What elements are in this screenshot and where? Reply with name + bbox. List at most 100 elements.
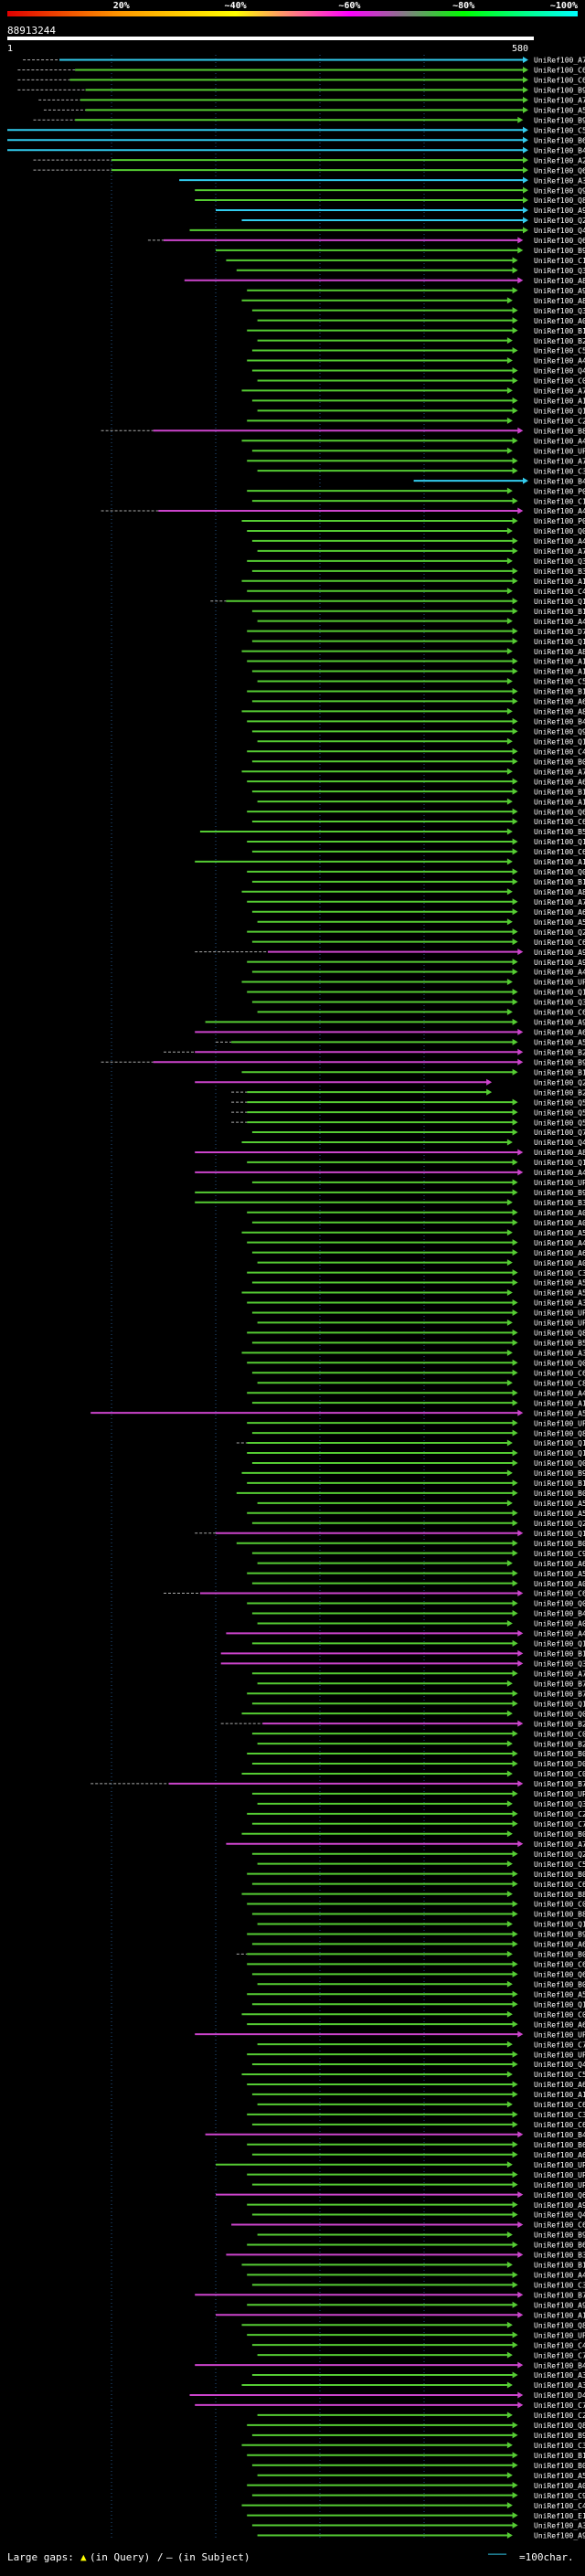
hit-label[interactable]: UniRef100_C0B4Q1: [534, 2010, 585, 2019]
hit-label[interactable]: UniRef100_B0R870: [534, 1951, 585, 1959]
hit-row[interactable]: UniRef100_C6TQB5: [17, 77, 585, 85]
hit-label[interactable]: UniRef100_A5XTT0: [534, 1289, 585, 1298]
hit-label[interactable]: UniRef100_UP1000...: [534, 2030, 585, 2039]
hit-row[interactable]: UniRef100_UP1000...: [257, 1320, 585, 1328]
hit-label[interactable]: UniRef100_B8H271: [534, 427, 585, 435]
hit-label[interactable]: UniRef100_C2X501: [534, 1810, 585, 1818]
hit-label[interactable]: UniRef100_Q1MR98: [534, 989, 585, 997]
hit-label[interactable]: UniRef100_B1KKT0: [534, 608, 585, 616]
hit-label[interactable]: UniRef100_C7HV8G: [534, 2041, 585, 2049]
hit-row[interactable]: UniRef100_B2ST02: [220, 1720, 585, 1728]
hit-row[interactable]: UniRef100_A7MQM0: [247, 457, 585, 465]
hit-label[interactable]: UniRef100_A1S513: [534, 668, 585, 676]
hit-row[interactable]: UniRef100_C5XGW5: [7, 126, 585, 134]
hit-label[interactable]: UniRef100_C6HRS6: [534, 1881, 585, 1889]
hit-row[interactable]: UniRef100_A8QA65: [241, 297, 585, 305]
hit-label[interactable]: UniRef100_B6ERC1: [534, 2242, 585, 2250]
hit-label[interactable]: UniRef100_B5BHV6: [534, 1340, 585, 1348]
hit-label[interactable]: UniRef100_B1LLV0: [534, 688, 585, 696]
hit-label[interactable]: UniRef100_B8GVN3: [534, 1891, 585, 1899]
hit-label[interactable]: UniRef100_A5W6U3: [534, 1279, 585, 1288]
hit-row[interactable]: UniRef100_C4ILT1: [241, 2502, 585, 2510]
hit-row[interactable]: UniRef100_B9SJ95: [33, 116, 585, 124]
hit-label[interactable]: UniRef100_B5ZR59: [534, 828, 585, 836]
hit-row[interactable]: UniRef100_C0NBB4: [257, 377, 585, 386]
hit-label[interactable]: UniRef100_A6NTZ0: [534, 2020, 585, 2029]
hit-row[interactable]: UniRef100_Q7WEY6: [251, 1129, 585, 1137]
hit-label[interactable]: UniRef100_B4FDN3: [534, 146, 585, 154]
hit-row[interactable]: UniRef100_Q6BKG6: [147, 237, 585, 245]
hit-row[interactable]: UniRef100_A1SW24: [251, 398, 585, 406]
hit-label[interactable]: UniRef100_A5UL88: [534, 1570, 585, 1578]
hit-label[interactable]: UniRef100_A7FQ71: [534, 768, 585, 776]
hit-label[interactable]: UniRef100_A0Q3N8: [534, 317, 585, 325]
hit-row[interactable]: UniRef100_B5ZR59: [199, 828, 585, 836]
hit-row[interactable]: UniRef100_Q1LTJ1: [236, 1439, 585, 1447]
hit-row[interactable]: UniRef100_Q2NQH2: [247, 928, 585, 937]
hit-row[interactable]: UniRef100_B1KKT0: [251, 608, 585, 616]
hit-label[interactable]: UniRef100_Q2R171: [534, 1520, 585, 1528]
hit-label[interactable]: UniRef100_A9V526: [534, 287, 585, 295]
hit-label[interactable]: UniRef100_A6WL19: [534, 908, 585, 917]
hit-row[interactable]: UniRef100_A6WL19: [251, 908, 585, 917]
hit-row[interactable]: UniRef100_A1S513: [251, 668, 585, 676]
hit-label[interactable]: UniRef100_B6SNL2: [534, 136, 585, 144]
hit-row[interactable]: UniRef100_A2YQ40: [33, 156, 585, 164]
hit-label[interactable]: UniRef100_C1ECT9: [534, 257, 585, 265]
hit-row[interactable]: UniRef100_Q47TI6: [251, 367, 585, 376]
hit-label[interactable]: UniRef100_B3PP94: [534, 1199, 585, 1207]
hit-row[interactable]: UniRef100_C4KZ06: [247, 588, 585, 596]
hit-label[interactable]: UniRef100_C4ILT1: [534, 2502, 585, 2510]
hit-label[interactable]: UniRef100_B2HZB9: [534, 1740, 585, 1748]
hit-label[interactable]: UniRef100_A3BNL1: [534, 176, 585, 185]
hit-row[interactable]: UniRef100_B9VYY5: [101, 1058, 585, 1066]
hit-row[interactable]: UniRef100_C1ECT9: [226, 257, 585, 265]
hit-row[interactable]: UniRef100_UP1000...: [195, 2030, 585, 2039]
hit-row[interactable]: UniRef100_A1WPZ3: [251, 2091, 585, 2099]
hit-row[interactable]: UniRef100_A9K5D7: [247, 2201, 585, 2210]
hit-row[interactable]: UniRef100_A7PR19: [38, 97, 585, 105]
hit-row[interactable]: UniRef100_C5NVV5: [251, 347, 585, 355]
hit-label[interactable]: UniRef100_B2U3ES: [534, 1088, 585, 1097]
hit-label[interactable]: UniRef100_A7I4S4: [534, 547, 585, 556]
hit-row[interactable]: UniRef100_C6DD45: [251, 848, 585, 856]
hit-label[interactable]: UniRef100_A1AL11: [534, 578, 585, 586]
hit-label[interactable]: UniRef100_A6CUTO: [534, 1560, 585, 1568]
hit-row[interactable]: UniRef100_C3DW73: [247, 2111, 585, 2119]
hit-label[interactable]: UniRef100_Q8LCM5: [534, 196, 585, 205]
hit-label[interactable]: UniRef100_Q2BLU8: [534, 1850, 585, 1859]
hit-label[interactable]: UniRef100_Q0ZSZ8: [534, 1459, 585, 1468]
hit-label[interactable]: UniRef100_C7CL21: [534, 2401, 585, 2410]
hit-row[interactable]: UniRef100_C7RHR9: [257, 2351, 585, 2359]
hit-row[interactable]: UniRef100_Q1F9K3: [251, 1640, 585, 1648]
hit-row[interactable]: UniRef100_A9FGE9: [247, 2301, 585, 2309]
hit-label[interactable]: UniRef100_A4BUM1: [534, 969, 585, 977]
hit-label[interactable]: UniRef100_A9CVT4: [534, 959, 585, 967]
hit-row[interactable]: UniRef100_A3JEU8: [247, 1299, 585, 1308]
hit-row[interactable]: UniRef100_C2HGB5: [257, 2412, 585, 2420]
hit-label[interactable]: UniRef100_C2B8S0: [534, 418, 585, 426]
hit-row[interactable]: UniRef100_A8H5V7: [241, 648, 585, 656]
hit-row[interactable]: UniRef100_A6WJG0: [251, 1249, 585, 1257]
hit-label[interactable]: UniRef100_Q1YRV9: [534, 1921, 585, 1929]
hit-row[interactable]: UniRef100_C0SWB6: [247, 1901, 585, 1909]
hit-label[interactable]: UniRef100_A8QA65: [534, 297, 585, 305]
hit-row[interactable]: UniRef100_Q3A6U2: [247, 557, 585, 566]
hit-row[interactable]: UniRef100_Q2BLU8: [251, 1850, 585, 1859]
hit-label[interactable]: UniRef100_A4XD06: [534, 437, 585, 445]
hit-label[interactable]: UniRef100_B1V8W0: [534, 1650, 585, 1659]
hit-row[interactable]: UniRef100_C6SE37: [257, 2101, 585, 2109]
hit-row[interactable]: UniRef100_A7I4S4: [257, 547, 585, 556]
hit-row[interactable]: UniRef100_A3BNL1: [179, 176, 585, 185]
hit-label[interactable]: UniRef100_A9K5D7: [534, 2201, 585, 2210]
hit-row[interactable]: UniRef100_C6RS62: [247, 1961, 585, 1969]
hit-row[interactable]: UniRef100_Q5X8T7: [231, 1118, 585, 1127]
hit-row[interactable]: UniRef100_C6T9G3: [17, 67, 585, 75]
hit-label[interactable]: UniRef100_A0GZR9: [534, 1620, 585, 1628]
hit-label[interactable]: UniRef100_C4KZ06: [534, 588, 585, 596]
hit-row[interactable]: UniRef100_A5BHA2: [43, 107, 585, 115]
hit-label[interactable]: UniRef100_Q3XQT9: [534, 267, 585, 275]
hit-label[interactable]: UniRef100_UP1000...: [534, 1320, 585, 1328]
hit-label[interactable]: UniRef100_B0VD06: [534, 1489, 585, 1498]
hit-label[interactable]: UniRef100_B9SJ95: [534, 116, 585, 124]
